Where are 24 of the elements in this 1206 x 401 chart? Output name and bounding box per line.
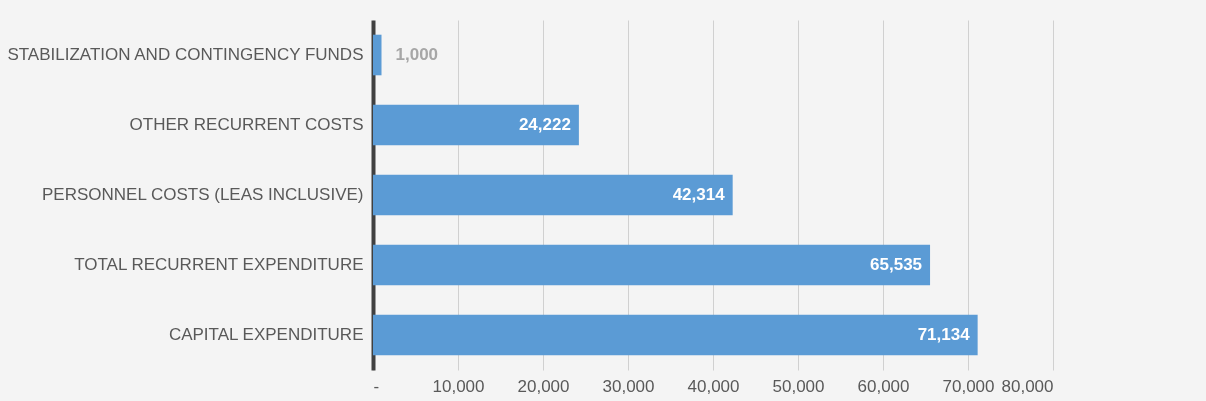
y-tick-label: PERSONNEL COSTS (LEAS INCLUSIVE) [41,185,364,204]
x-tick-label: 30,000 [602,376,655,396]
bar [373,314,978,356]
x-tick-label: 80,000 [1001,376,1054,396]
y-tick-label: OTHER RECURRENT COSTS [129,115,364,134]
bar [373,174,733,216]
y-tick-label: CAPITAL EXPENDITURE [168,325,364,344]
x-tick-label: 60,000 [857,376,910,396]
x-tick-label: 40,000 [687,376,740,396]
y-tick-label: STABILIZATION AND CONTINGENCY FUNDS [7,45,364,64]
x-tick-label: 10,000 [432,376,485,396]
bar [373,244,931,286]
data-label: 71,134 [917,325,971,344]
data-label: 24,222 [518,115,571,134]
bar [373,34,382,76]
bar [373,104,579,146]
y-tick-label: TOTAL RECURRENT EXPENDITURE [74,255,364,274]
x-tick-label: 20,000 [517,376,570,396]
x-tick-label: 50,000 [772,376,825,396]
data-label: 65,535 [870,255,923,274]
data-label: 42,314 [672,185,726,204]
x-tick-label: - [373,376,380,396]
x-tick-label: 70,000 [942,376,995,396]
data-label: 1,000 [395,45,439,64]
